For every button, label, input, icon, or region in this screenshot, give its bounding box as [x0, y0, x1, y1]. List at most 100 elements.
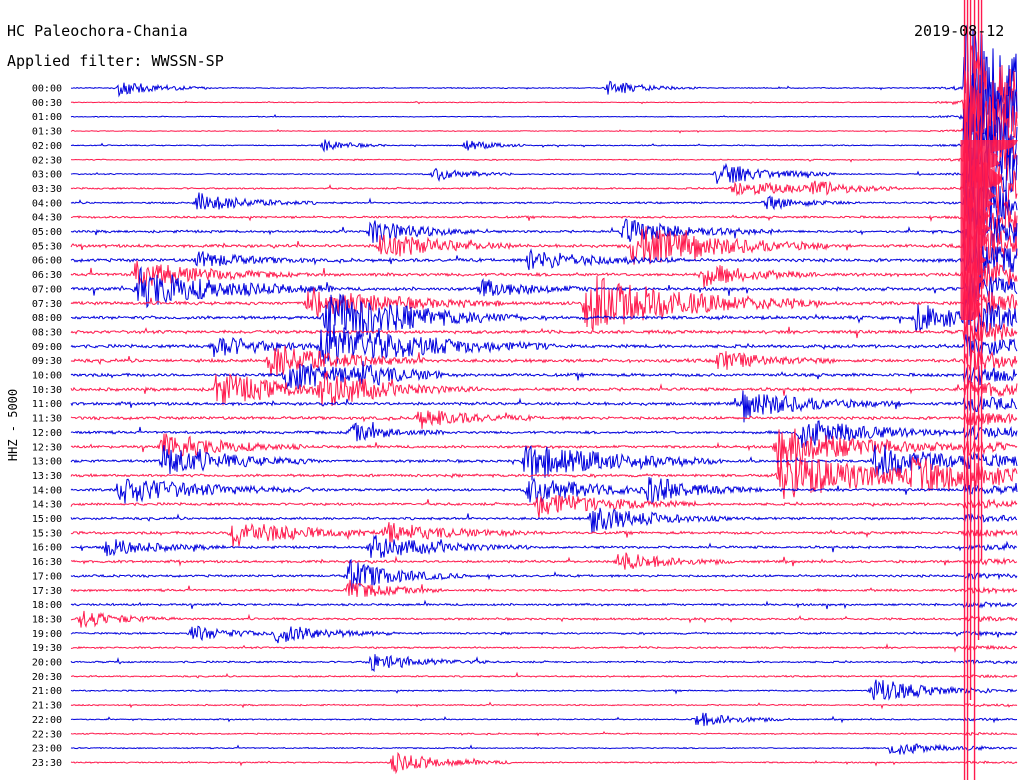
trace-row-0730 — [70, 275, 1018, 331]
time-label: 20:30 — [32, 672, 62, 683]
trace-row-1630 — [70, 552, 1018, 570]
time-label: 06:30 — [32, 270, 62, 281]
trace-row-1730 — [70, 579, 1018, 597]
time-label: 13:30 — [32, 471, 62, 482]
trace-row-0830 — [70, 314, 1018, 343]
time-label: 13:00 — [32, 457, 62, 468]
date-label: 2019-08-12 — [914, 22, 1005, 40]
time-label: 19:30 — [32, 643, 62, 654]
trace-row-0100 — [70, 73, 1018, 158]
time-label: 14:30 — [32, 500, 62, 511]
trace-row-1830 — [70, 610, 1018, 629]
time-label: 18:30 — [32, 614, 62, 625]
trace-row-0900 — [70, 323, 1018, 364]
time-label: 00:30 — [32, 98, 62, 109]
time-label: 11:30 — [32, 414, 62, 425]
trace-row-1000 — [70, 360, 1018, 390]
time-label: 03:00 — [32, 170, 62, 181]
trace-row-0130 — [70, 85, 1018, 164]
trace-row-1900 — [70, 625, 1018, 644]
trace-row-1330 — [70, 453, 1018, 499]
time-label: 22:00 — [32, 715, 62, 726]
trace-row-0230 — [70, 125, 1018, 197]
time-label: 09:30 — [32, 356, 62, 367]
trace-row-0530 — [70, 224, 1018, 270]
trace-row-2230 — [70, 730, 1018, 737]
time-label: 12:30 — [32, 442, 62, 453]
time-label: 02:30 — [32, 155, 62, 166]
trace-row-1100 — [70, 390, 1018, 423]
trace-row-1800 — [70, 599, 1018, 610]
time-label: 06:00 — [32, 256, 62, 267]
event-coda-block — [960, 140, 1018, 320]
time-label: 08:00 — [32, 313, 62, 324]
filter-label: Applied filter: WWSSN-SP — [7, 52, 224, 70]
time-label: 11:00 — [32, 399, 62, 410]
trace-row-0430 — [70, 189, 1018, 241]
trace-row-0330 — [70, 155, 1018, 216]
channel-label: HHZ - 5000 — [6, 388, 20, 462]
time-label: 21:30 — [32, 701, 62, 712]
trace-row-1230 — [70, 428, 1018, 474]
trace-row-1930 — [70, 643, 1018, 653]
trace-row-0300 — [70, 146, 1018, 203]
trace-row-1530 — [70, 522, 1018, 547]
trace-row-1700 — [70, 558, 1018, 592]
trace-row-0400 — [70, 180, 1018, 230]
time-label: 18:00 — [32, 600, 62, 611]
time-label: 07:00 — [32, 284, 62, 295]
trace-row-2330 — [70, 751, 1018, 775]
trace-row-0930 — [70, 345, 1018, 377]
time-label: 01:30 — [32, 127, 62, 138]
time-label: 02:00 — [32, 141, 62, 152]
time-label: 12:00 — [32, 428, 62, 439]
time-label: 08:30 — [32, 327, 62, 338]
time-label: 05:00 — [32, 227, 62, 238]
time-label: 01:00 — [32, 112, 62, 123]
time-label: 23:00 — [32, 744, 62, 755]
trace-row-0630 — [70, 257, 1018, 292]
trace-row-0030 — [70, 45, 1018, 160]
time-label: 15:30 — [32, 528, 62, 539]
time-label: 04:30 — [32, 213, 62, 224]
trace-row-1030 — [70, 370, 1018, 406]
trace-row-0800 — [70, 293, 1018, 337]
trace-row-1200 — [70, 420, 1018, 448]
trace-row-0700 — [70, 266, 1018, 309]
time-label: 05:30 — [32, 241, 62, 252]
time-label: 16:00 — [32, 543, 62, 554]
trace-row-0500 — [70, 205, 1018, 256]
time-label-group: 00:00 00:30 01:00 01:30 02:00 02:30 03:00 03:30… — [32, 84, 62, 769]
trace-row-1300 — [70, 444, 1018, 481]
time-label: 22:30 — [32, 729, 62, 740]
trace-row-1430 — [70, 494, 1018, 519]
time-label: 21:00 — [32, 686, 62, 697]
time-label: 04:00 — [32, 198, 62, 209]
trace-row-1600 — [70, 534, 1018, 558]
time-label: 03:30 — [32, 184, 62, 195]
trace-row-1400 — [70, 477, 1018, 504]
time-label: 07:30 — [32, 299, 62, 310]
trace-row-2200 — [70, 712, 1018, 727]
trace-row-1130 — [70, 410, 1018, 429]
time-label: 10:00 — [32, 371, 62, 382]
time-label: 19:00 — [32, 629, 62, 640]
time-label: 20:00 — [32, 658, 62, 669]
time-label: 00:00 — [32, 84, 62, 95]
trace-group — [70, 0, 1018, 780]
time-label: 17:30 — [32, 586, 62, 597]
trace-row-2300 — [70, 743, 1018, 756]
station-name: HC Paleochora-Chania — [7, 22, 188, 40]
trace-row-0600 — [70, 243, 1018, 277]
trace-row-2100 — [70, 679, 1018, 701]
trace-row-2000 — [70, 654, 1018, 673]
trace-row-0200 — [70, 108, 1018, 185]
time-label: 17:00 — [32, 571, 62, 582]
time-label: 10:30 — [32, 385, 62, 396]
time-label: 14:00 — [32, 485, 62, 496]
time-label: 09:00 — [32, 342, 62, 353]
trace-row-0000 — [70, 24, 1018, 149]
trace-row-2030 — [70, 671, 1018, 679]
